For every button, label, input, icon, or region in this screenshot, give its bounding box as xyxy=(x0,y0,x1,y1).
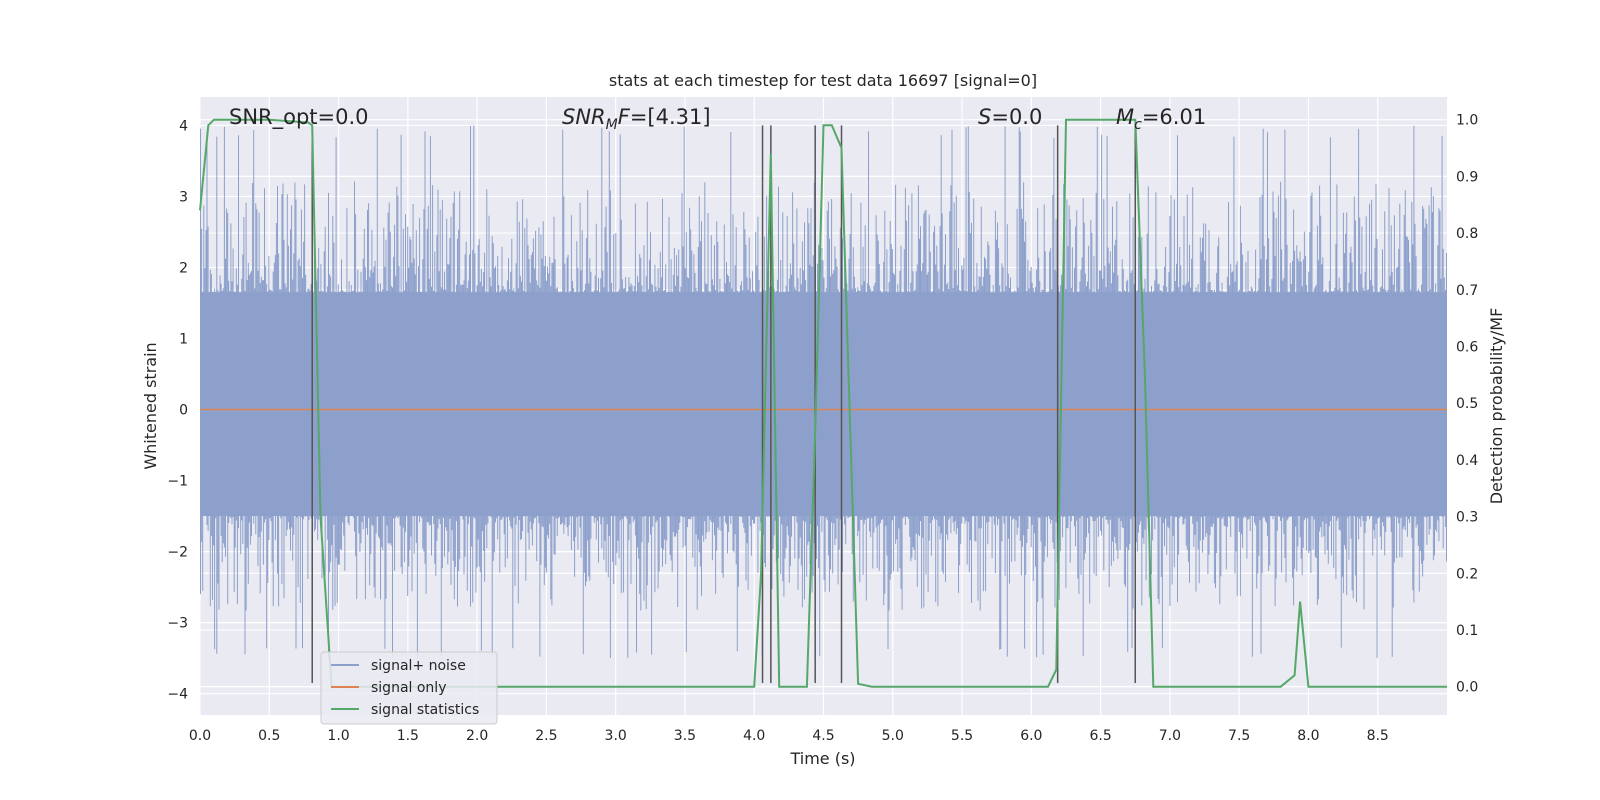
legend-label-signal-only: signal only xyxy=(371,680,446,696)
x-tick-labels: 0.0 0.5 1.0 1.5 2.0 2.5 3.0 3.5 4.0 4.5 5.0 5.5 6.0 6… xyxy=(189,728,1389,744)
signal-statistics-line xyxy=(199,118,1447,688)
legend-box xyxy=(320,651,498,725)
y2-tick-label: 0.5 xyxy=(1456,396,1478,412)
x-tick-label: 3.0 xyxy=(605,728,627,744)
y-tick-label: −1 xyxy=(167,474,188,490)
y2-tick-label: 0.6 xyxy=(1456,339,1478,355)
y2-tick-label: 0.8 xyxy=(1456,226,1478,242)
y2-tick-label: 0.9 xyxy=(1456,169,1478,185)
x-tick-label: 4.5 xyxy=(812,728,834,744)
annotation-s: S=0.0 xyxy=(978,105,1042,129)
y2-tick-labels: 0.0 0.1 0.2 0.3 0.4 0.5 0.6 0.7 0.8 0.9 1.0 xyxy=(1456,113,1478,696)
annotation-snr-opt: SNR_opt=0.0 xyxy=(229,105,369,130)
x-axis-label: Time (s) xyxy=(789,749,855,768)
x-tick-label: 0.5 xyxy=(258,728,280,744)
x-tick-label: 1.0 xyxy=(327,728,349,744)
x-tick-label: 8.5 xyxy=(1367,728,1389,744)
x-tick-label: 5.0 xyxy=(882,728,904,744)
y2-tick-label: 1.0 xyxy=(1456,113,1478,129)
y-tick-label: 0 xyxy=(179,403,188,419)
y2-tick-label: 0.2 xyxy=(1456,566,1478,582)
y2-tick-label: 0.0 xyxy=(1456,680,1478,696)
noise-spikes xyxy=(200,125,1447,658)
y-tick-label: −2 xyxy=(167,545,188,561)
x-tick-label: 5.5 xyxy=(951,728,973,744)
x-tick-label: 1.5 xyxy=(397,728,419,744)
y-tick-label: 1 xyxy=(179,332,188,348)
y-tick-label: 2 xyxy=(179,260,188,276)
x-tick-label: 2.0 xyxy=(466,728,488,744)
x-tick-label: 7.5 xyxy=(1228,728,1250,744)
x-tick-label: 2.5 xyxy=(535,728,557,744)
y2-tick-label: 0.7 xyxy=(1456,283,1478,299)
x-tick-label: 4.0 xyxy=(743,728,765,744)
y2-axis-label: Detection probability/MF xyxy=(1487,308,1506,505)
x-tick-label: 8.0 xyxy=(1297,728,1319,744)
y-tick-label: 4 xyxy=(179,118,188,134)
annotation-mc: Mc=6.01 xyxy=(1116,105,1206,133)
chart-title: stats at each timestep for test data 166… xyxy=(609,71,1037,90)
x-tick-label: 3.5 xyxy=(674,728,696,744)
noise-series xyxy=(200,125,1447,658)
y2-tick-label: 0.4 xyxy=(1456,453,1478,469)
y-tick-labels: −4 −3 −2 −1 0 1 2 3 4 xyxy=(167,118,188,702)
y2-tick-label: 0.3 xyxy=(1456,510,1478,526)
y-tick-label: −3 xyxy=(167,616,188,632)
legend: signal+ noise signal only signal statist… xyxy=(320,651,498,725)
y-tick-label: 3 xyxy=(179,189,188,205)
annotation-snr-mf: SNRMF=[4.31] xyxy=(562,105,711,133)
x-tick-label: 6.0 xyxy=(1020,728,1042,744)
legend-label-noise: signal+ noise xyxy=(371,658,466,674)
y2-tick-label: 0.1 xyxy=(1456,623,1478,639)
y-tick-label: −4 xyxy=(167,687,188,703)
legend-label-statistics: signal statistics xyxy=(371,702,479,718)
x-tick-label: 6.5 xyxy=(1089,728,1111,744)
x-tick-label: 0.0 xyxy=(189,728,211,744)
y-axis-label: Whitened strain xyxy=(141,342,160,469)
x-tick-label: 7.0 xyxy=(1159,728,1181,744)
